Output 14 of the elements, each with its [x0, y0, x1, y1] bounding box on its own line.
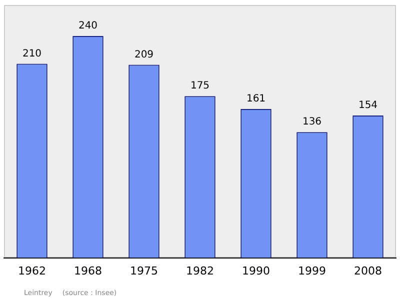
x-tick-label: 1975	[130, 264, 158, 278]
x-tick-label: 1999	[298, 264, 326, 278]
x-tick-label: 1968	[74, 264, 102, 278]
data-label: 161	[246, 94, 266, 105]
x-tick-label: 1982	[186, 264, 214, 278]
data-label: 136	[302, 116, 322, 128]
x-tick-label: 1990	[242, 264, 270, 278]
x-tick-label: 2008	[354, 264, 382, 278]
data-label: 209	[134, 49, 154, 60]
x-tick-label: 1962	[18, 264, 46, 278]
data-label: 240	[78, 20, 98, 32]
data-label: 175	[190, 80, 210, 92]
data-label: 210	[22, 48, 42, 60]
data-label: 154	[358, 100, 378, 112]
